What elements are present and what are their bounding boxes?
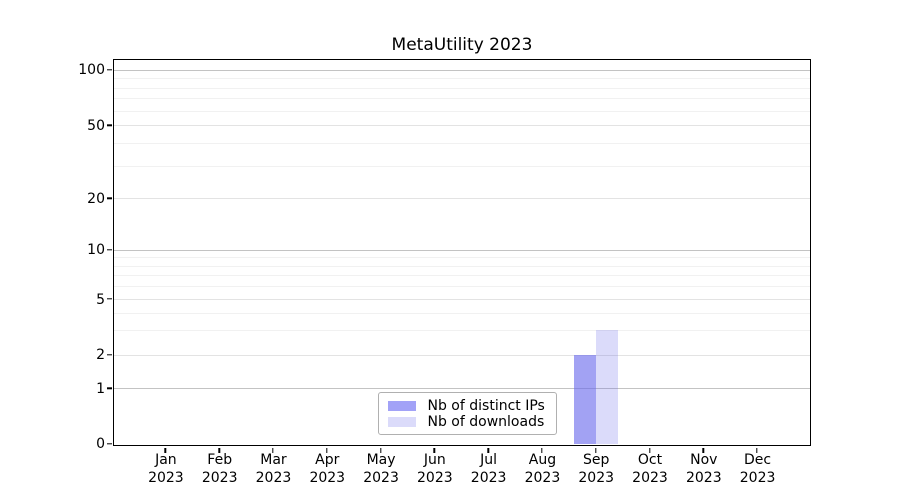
gridline-major: [113, 249, 810, 251]
y-axis-tick-label: 2: [96, 347, 105, 364]
y-tick-mark: [106, 387, 112, 390]
x-axis-tick-label: Mar 2023: [255, 452, 292, 486]
legend-label-distinct-ips: Nb of distinct IPs: [427, 397, 545, 414]
gridline-minor: [113, 257, 810, 259]
x-tick-mark: [218, 447, 220, 453]
x-tick-mark: [326, 447, 328, 453]
chart-title: MetaUtility 2023: [391, 35, 533, 55]
x-axis-tick-label: Nov 2023: [685, 452, 722, 486]
gridline-minor: [113, 265, 810, 267]
gridline-minor: [113, 78, 810, 80]
x-axis-tick-label: Apr 2023: [309, 452, 346, 486]
x-axis-tick-label: Oct 2023: [632, 452, 668, 486]
legend-item-downloads: Nb of downloads: [387, 413, 548, 430]
x-axis-tick-label: May 2023: [363, 452, 399, 486]
x-tick-mark: [379, 447, 382, 453]
gridline-minor: [113, 275, 810, 277]
gridline-major: [113, 299, 810, 300]
x-tick-mark: [272, 447, 274, 453]
gridline-major: [113, 69, 810, 71]
y-tick-mark: [106, 68, 112, 71]
y-axis-tick-label: 20: [87, 190, 105, 207]
x-tick-mark: [756, 447, 758, 453]
legend-swatch-distinct-ips: [387, 400, 416, 411]
y-tick-mark: [106, 354, 112, 356]
x-tick-mark: [541, 447, 543, 453]
x-tick-mark: [702, 447, 704, 453]
y-axis: 0 1 2 5 10 20 50 100: [0, 60, 105, 451]
x-axis-tick-label: Dec 2023: [739, 452, 776, 486]
gridline-minor: [113, 166, 810, 168]
y-axis-tick-label: 1: [96, 380, 105, 397]
plot-area: Nb of distinct IPs Nb of downloads: [106, 58, 811, 453]
x-tick-mark: [164, 447, 167, 453]
gridline-minor: [113, 330, 810, 332]
y-tick-mark: [106, 443, 112, 445]
y-axis-tick-label: 0: [96, 436, 105, 453]
x-axis: Jan 2023 Feb 2023 Mar 2023 Apr 2023 May 2023 Jun 20…: [114, 452, 810, 492]
y-axis-tick-label: 5: [96, 291, 105, 308]
y-tick-mark: [106, 124, 112, 127]
gridline-minor: [113, 87, 810, 89]
bar-distinct-ips-sep-2023: [573, 354, 596, 445]
gridline-major: [113, 198, 810, 200]
x-axis-tick-label: Jul 2023: [470, 452, 507, 486]
legend-label-downloads: Nb of downloads: [427, 413, 545, 430]
gridline-minor: [113, 286, 810, 288]
x-axis-tick-label: Feb 2023: [201, 452, 238, 486]
y-tick-mark: [106, 249, 112, 251]
gridline-major: [113, 125, 810, 127]
y-axis-tick-label: 10: [87, 242, 105, 259]
legend-item-distinct-ips: Nb of distinct IPs: [387, 397, 548, 414]
x-tick-mark: [487, 447, 489, 453]
legend: Nb of distinct IPs Nb of downloads: [377, 391, 557, 435]
bar-downloads-sep-2023: [595, 330, 618, 445]
x-tick-mark: [648, 447, 651, 453]
y-axis-tick-label: 50: [87, 117, 105, 134]
x-tick-mark: [433, 447, 436, 453]
gridline-minor: [113, 98, 810, 100]
gridline-major: [113, 388, 810, 390]
y-tick-mark: [106, 197, 112, 200]
gridline-minor: [113, 312, 810, 314]
gridline-minor: [113, 143, 810, 145]
gridline-minor: [113, 110, 810, 112]
x-axis-tick-label: Jan 2023: [148, 452, 184, 486]
y-tick-mark: [106, 298, 112, 300]
x-tick-mark: [595, 447, 597, 453]
y-axis-tick-label: 100: [78, 62, 105, 78]
x-axis-tick-label: Aug 2023: [524, 452, 561, 486]
x-axis-tick-label: Jun 2023: [417, 452, 453, 486]
x-axis-tick-label: Sep 2023: [578, 452, 615, 486]
gridline-major: [113, 354, 810, 356]
legend-swatch-downloads: [387, 416, 416, 427]
